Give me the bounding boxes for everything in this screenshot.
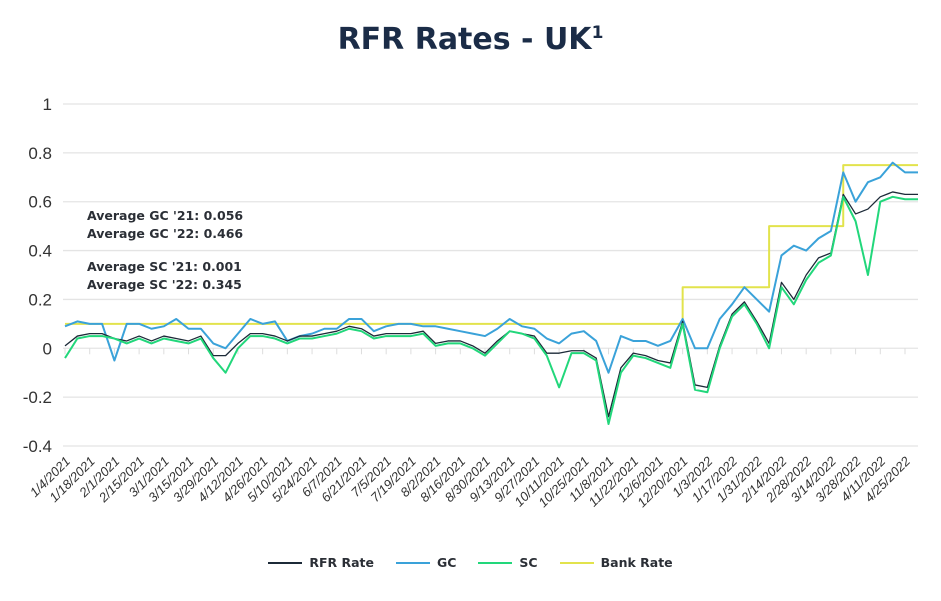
series-line-bank-rate [65, 164, 918, 325]
series-line-sc [64, 195, 918, 426]
legend-label: SC [519, 555, 538, 570]
y-tick-label: 0.6 [28, 193, 52, 212]
legend-label: GC [436, 555, 457, 570]
y-tick-label: -0.4 [23, 437, 52, 456]
chart-title-text: RFR Rates - UK [337, 22, 592, 57]
legend-label: Bank Rate [600, 555, 673, 570]
legend-swatch [395, 561, 430, 564]
legend-item-bank-rate: Bank Rate [559, 555, 673, 570]
y-tick-label: 0 [43, 339, 52, 358]
annotation-sc-21: Average SC '21: 0.001 [87, 259, 242, 274]
chart-title: RFR Rates - UK1 [0, 22, 941, 57]
y-tick-label: -0.2 [23, 388, 52, 407]
legend-swatch [559, 561, 594, 564]
legend-item-sc: SC [478, 555, 538, 570]
title-footnote-mark: 1 [591, 23, 604, 43]
legend-label: RFR Rate [309, 555, 374, 570]
annotation-gc-21: Average GC '21: 0.056 [87, 208, 243, 223]
legend-item-gc: GC [395, 555, 457, 570]
y-tick-label: 0.8 [28, 144, 52, 163]
y-tick-label: 0.2 [28, 290, 52, 309]
legend-swatch [478, 561, 513, 564]
y-tick-label: 0.4 [28, 242, 52, 261]
legend-item-rfr-rate: RFR Rate [268, 555, 374, 570]
annotation-sc-22: Average SC '22: 0.345 [87, 277, 242, 292]
legend: RFR Rate GC SC Bank Rate [0, 555, 941, 570]
annotation-gc-22: Average GC '22: 0.466 [87, 226, 243, 241]
series-line-gc [64, 161, 918, 374]
legend-swatch [268, 561, 303, 564]
y-tick-label: 1 [43, 95, 52, 114]
